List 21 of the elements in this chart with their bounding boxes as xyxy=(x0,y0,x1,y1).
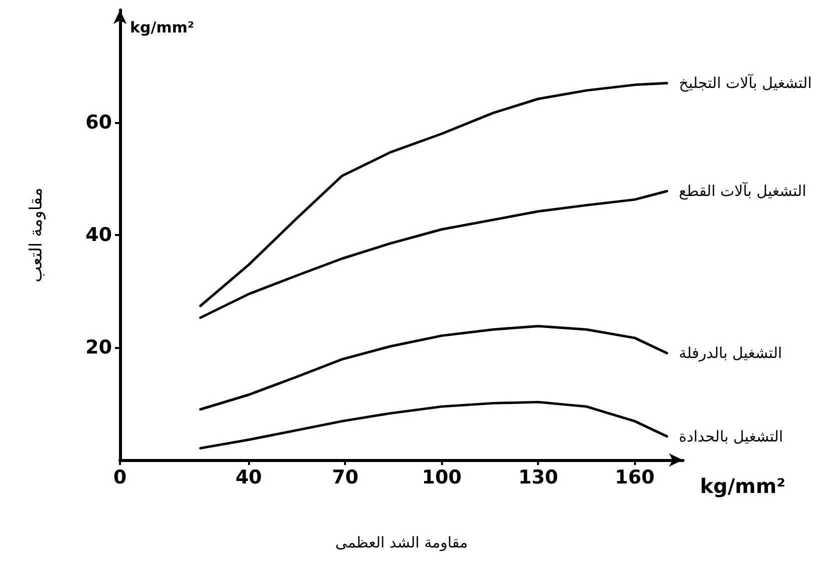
x-axis-title: مقاومة الشد العظمى xyxy=(335,534,468,552)
line-series xyxy=(199,190,668,319)
x-tick-label: 40 xyxy=(235,466,262,488)
line-series xyxy=(199,324,668,411)
y-tick-label: 40 xyxy=(86,224,112,246)
x-tick-label: 160 xyxy=(614,466,655,488)
line-series xyxy=(199,400,668,450)
annotation: kg/mm² xyxy=(130,18,194,36)
line-series xyxy=(199,82,668,308)
x-tick-label: 70 xyxy=(332,466,358,488)
series-label: التشغيل بآلات التجليخ xyxy=(678,73,812,92)
series-label: التشغيل بالحدادة xyxy=(678,427,784,446)
text: kg/mm² xyxy=(700,474,786,498)
y-tick-label: 20 xyxy=(86,336,112,358)
x-tick-label: 100 xyxy=(422,466,462,488)
series-label: التشغيل بالدرفلة xyxy=(678,344,782,362)
y-tick-label: 60 xyxy=(86,112,112,134)
x-tick-label: 0 xyxy=(113,466,127,488)
x-tick-label: 130 xyxy=(518,466,558,488)
series-label: التشغيل بآلات القطع xyxy=(678,181,806,200)
y-axis-title: مقاومة التعب xyxy=(26,188,46,282)
